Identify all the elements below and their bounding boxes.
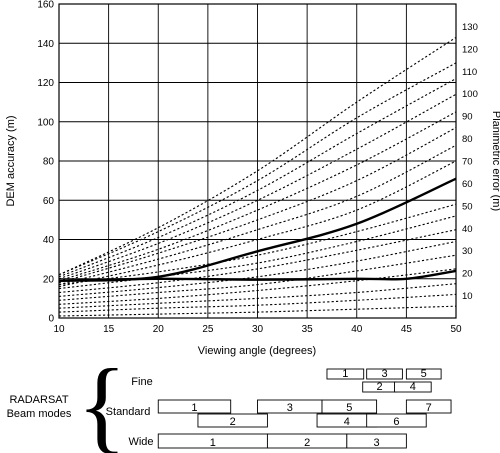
series-line-13 <box>58 127 457 284</box>
plot-area: 10 15 20 25 30 35 40 45 50 0 20 40 60 80 100 120 140 160… <box>37 0 478 335</box>
series-line-2 <box>58 283 457 309</box>
beam-fine-5-box <box>405 368 442 380</box>
grid-lines <box>58 3 457 319</box>
x-tick-label-2: 20 <box>153 324 165 335</box>
y-tick-label-0: 0 <box>48 314 54 325</box>
series-line-14 <box>58 111 457 282</box>
beam-wide-3-label: 3 <box>374 437 380 449</box>
x-tick-label-8: 50 <box>450 324 462 335</box>
y2-tick-label-1: 20 <box>462 269 473 280</box>
beam-fine-1-box <box>326 368 365 380</box>
series-line-10 <box>58 177 457 282</box>
beam-wide-3-box <box>346 433 407 449</box>
y-tick-label-5: 100 <box>37 117 54 128</box>
fine-row-label: Fine <box>131 376 152 388</box>
beam-standard-1-box <box>157 399 232 414</box>
series-layer <box>58 36 457 317</box>
y-tick-label-6: 120 <box>37 78 54 89</box>
series-line-16 <box>58 78 457 278</box>
y-tick-label-3: 60 <box>43 196 55 207</box>
beam-wide-1-label: 1 <box>210 437 216 449</box>
beam-wide-2-label: 2 <box>304 437 310 449</box>
beam-modes-panel: RADARSAT Beam modes { Fine Standard Wide… <box>7 348 452 453</box>
series-line-5 <box>58 254 457 301</box>
y2-tick-label-8: 90 <box>462 112 473 123</box>
y2-axis-label: Planimetric error (m) <box>490 111 500 211</box>
x-tick-label-1: 15 <box>103 324 115 335</box>
beam-fine-5-label: 5 <box>421 368 427 380</box>
y2-tick-label-7: 80 <box>462 134 473 145</box>
beam-standard-2-box <box>197 413 268 428</box>
beam-fine-4-box <box>394 381 432 393</box>
series-line-1 <box>58 293 457 313</box>
x-tick-labels: 10 15 20 25 30 35 40 45 50 <box>53 324 462 335</box>
beam-standard-7-label: 7 <box>426 402 432 414</box>
x-tick-label-3: 25 <box>202 324 214 335</box>
x-tick-label-4: 30 <box>252 324 264 335</box>
y2-tick-labels: 10 20 30 40 50 60 70 80 90 100 110 120 130 <box>462 22 478 302</box>
series-line-0 <box>58 305 457 317</box>
beam-fine-2-label: 2 <box>377 381 383 393</box>
y2-tick-label-10: 110 <box>462 67 477 78</box>
curly-brace: { <box>77 348 127 453</box>
series-line-18 <box>58 36 457 276</box>
series-line-7 <box>58 229 457 294</box>
y-tick-label-4: 80 <box>43 157 55 168</box>
y-tick-labels: 0 20 40 60 80 100 120 140 160 <box>37 0 54 325</box>
beam-standard-6-label: 6 <box>393 416 399 428</box>
beam-standard-1-label: 1 <box>191 402 197 414</box>
y2-tick-label-4: 50 <box>462 201 473 212</box>
beam-modes-title-line2: Beam modes <box>7 408 72 420</box>
beam-standard-2-label: 2 <box>230 416 236 428</box>
beam-standard-3-label: 3 <box>287 402 293 414</box>
series-line-8 <box>58 215 457 290</box>
series-line-4 <box>58 268 457 305</box>
y-tick-label-7: 140 <box>37 39 54 50</box>
x-axis-label: Viewing angle (degrees) <box>198 345 316 357</box>
y2-tick-label-11: 120 <box>462 44 478 55</box>
y2-tick-label-5: 60 <box>462 179 473 190</box>
wide-row-label: Wide <box>128 436 153 448</box>
x-tick-label-5: 35 <box>302 324 314 335</box>
beam-standard-5-box <box>321 399 378 414</box>
beam-standard-4-label: 4 <box>344 416 350 428</box>
y2-tick-label-6: 70 <box>462 157 473 168</box>
beam-modes-title-line1: RADARSAT <box>9 394 68 406</box>
y2-tick-label-0: 10 <box>462 291 473 302</box>
x-tick-label-7: 45 <box>401 324 413 335</box>
beam-fine-3-box <box>366 368 403 380</box>
series-line-12 <box>58 144 457 286</box>
series-line-6 <box>58 240 457 297</box>
y2-tick-label-12: 130 <box>462 22 478 33</box>
beam-fine-1-label: 1 <box>342 368 348 380</box>
y-tick-label-8: 160 <box>37 0 54 11</box>
y-tick-label-1: 20 <box>43 274 55 285</box>
standard-row-label: Standard <box>106 406 151 418</box>
y2-tick-label-3: 40 <box>462 224 473 235</box>
beam-standard-6-box <box>366 413 427 428</box>
x-tick-label-6: 40 <box>351 324 363 335</box>
series-line-17 <box>58 62 457 276</box>
x-tick-label-0: 10 <box>53 324 65 335</box>
beam-fine-3-label: 3 <box>381 368 387 380</box>
beam-standard-5-label: 5 <box>346 402 352 414</box>
y2-tick-label-2: 30 <box>462 246 473 257</box>
y-tick-label-2: 40 <box>43 235 55 246</box>
series-line-9 <box>58 203 457 286</box>
y2-tick-label-9: 100 <box>462 89 478 100</box>
y-axis-label: DEM accuracy (m) <box>5 115 17 206</box>
beam-standard-7-box <box>405 399 452 414</box>
beam-fine-4-label: 4 <box>410 381 416 393</box>
series-line-11 <box>58 160 457 288</box>
